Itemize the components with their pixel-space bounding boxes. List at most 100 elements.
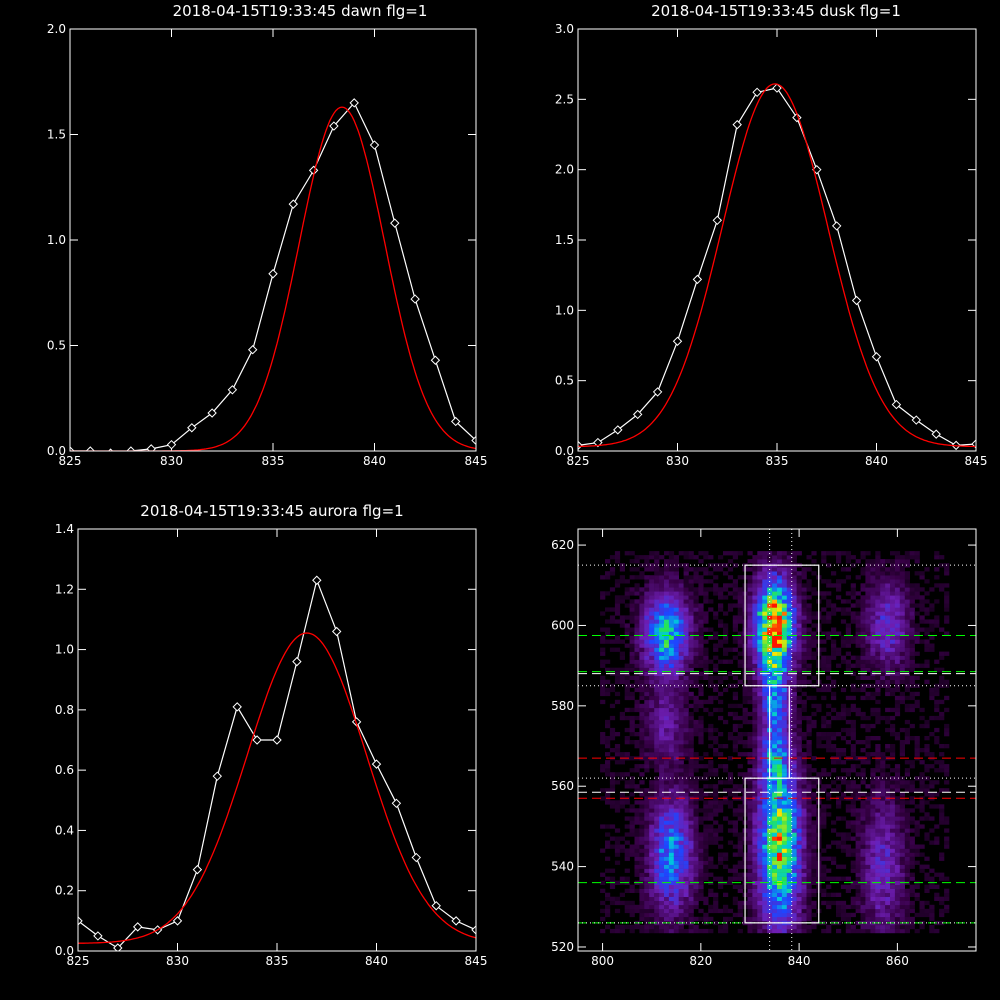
heatmap-pixel (845, 599, 851, 604)
heatmap-pixel (870, 776, 876, 781)
heatmap-pixel (634, 800, 640, 805)
heatmap-pixel (644, 808, 650, 813)
heatmap-pixel (757, 715, 763, 721)
heatmap-pixel (600, 900, 606, 906)
heatmap-pixel (668, 896, 675, 901)
heatmap-pixel (894, 880, 901, 885)
heatmap-pixel (865, 844, 871, 849)
heatmap-pixel (801, 912, 807, 918)
heatmap-pixel (649, 804, 655, 809)
heatmap-pixel (762, 595, 768, 600)
heatmap-pixel (609, 619, 616, 624)
heatmap-pixel (875, 752, 881, 757)
heatmap-pixel (644, 896, 650, 901)
heatmap-pixel (772, 828, 778, 833)
heatmap-pixel (791, 555, 797, 560)
heatmap-pixel (732, 591, 738, 596)
heatmap-pixel (673, 611, 679, 616)
heatmap-pixel (708, 860, 714, 865)
heatmap-pixel (791, 864, 797, 869)
heatmap-pixel (919, 868, 925, 873)
heatmap-pixel (683, 611, 689, 616)
heatmap-pixel (855, 711, 861, 717)
heatmap-pixel (747, 792, 753, 797)
heatmap-pixel (885, 631, 891, 636)
heatmap-pixel (929, 816, 935, 821)
heatmap-pixel (678, 719, 684, 725)
heatmap-pixel (693, 868, 699, 873)
heatmap-pixel (624, 924, 630, 930)
heatmap-pixel (678, 772, 684, 777)
heatmap-pixel (683, 631, 689, 636)
heatmap-pixel (639, 736, 645, 741)
heatmap-pixel (752, 900, 758, 906)
heatmap-pixel (624, 888, 630, 893)
heatmap-pixel (781, 655, 788, 660)
heatmap-pixel (688, 647, 694, 652)
heatmap-pixel (939, 816, 945, 821)
heatmap-pixel (688, 916, 694, 922)
heatmap-pixel (791, 804, 797, 809)
heatmap-pixel (654, 555, 660, 560)
heatmap-pixel (944, 571, 950, 576)
heatmap-pixel (772, 800, 778, 805)
heatmap-pixel (885, 780, 891, 785)
heatmap-pixel (678, 679, 684, 684)
heatmap-pixel (767, 852, 773, 857)
heatmap-pixel (693, 876, 699, 881)
heatmap-pixel (639, 587, 645, 592)
heatmap-pixel (811, 804, 817, 809)
heatmap-pixel (836, 663, 842, 668)
heatmap-pixel (659, 639, 665, 644)
heatmap-pixel (885, 651, 891, 656)
heatmap-pixel (649, 856, 655, 861)
heatmap-pixel (698, 691, 704, 697)
heatmap-pixel (929, 587, 935, 592)
heatmap-pixel (668, 856, 675, 861)
heatmap-pixel (772, 840, 778, 845)
heatmap-pixel (929, 876, 935, 881)
heatmap-pixel (737, 812, 743, 817)
heatmap-pixel (654, 699, 660, 705)
heatmap-pixel (644, 892, 650, 897)
heatmap-pixel (732, 876, 738, 881)
heatmap-pixel (688, 675, 694, 680)
heatmap-pixel (614, 828, 621, 833)
heatmap-pixel (752, 687, 758, 693)
heatmap-pixel (806, 852, 812, 857)
heatmap-pixel (683, 659, 689, 664)
heatmap-pixel (865, 575, 871, 580)
heatmap-pixel (914, 848, 920, 853)
heatmap-pixel (904, 780, 910, 785)
heatmap-pixel (644, 872, 650, 877)
x-tick-label: 825 (67, 954, 90, 968)
heatmap-pixel (816, 732, 822, 737)
heatmap-pixel (673, 828, 679, 833)
heatmap-pixel (747, 551, 753, 556)
heatmap-pixel (752, 727, 758, 733)
heatmap-pixel (723, 647, 729, 652)
heatmap-pixel (732, 828, 738, 833)
heatmap-pixel (668, 667, 675, 672)
heatmap-pixel (605, 764, 611, 769)
heatmap-pixel (899, 792, 905, 797)
heatmap-pixel (737, 643, 743, 648)
heatmap-pixel (693, 587, 699, 592)
heatmap-pixel (747, 872, 753, 877)
data-point (93, 931, 103, 941)
heatmap-pixel (727, 659, 734, 664)
heatmap-pixel (860, 627, 866, 632)
heatmap-pixel (786, 635, 792, 640)
heatmap-pixel (644, 880, 650, 885)
heatmap-pixel (614, 852, 621, 857)
heatmap-pixel (860, 892, 866, 897)
heatmap-pixel (644, 840, 650, 845)
heatmap-pixel (737, 635, 743, 640)
heatmap-pixel (693, 836, 699, 841)
heatmap-pixel (664, 643, 670, 648)
heatmap-pixel (909, 591, 915, 596)
heatmap-pixel (831, 647, 837, 652)
heatmap-pixel (757, 727, 763, 733)
heatmap-pixel (752, 571, 758, 576)
heatmap-pixel (919, 639, 925, 644)
